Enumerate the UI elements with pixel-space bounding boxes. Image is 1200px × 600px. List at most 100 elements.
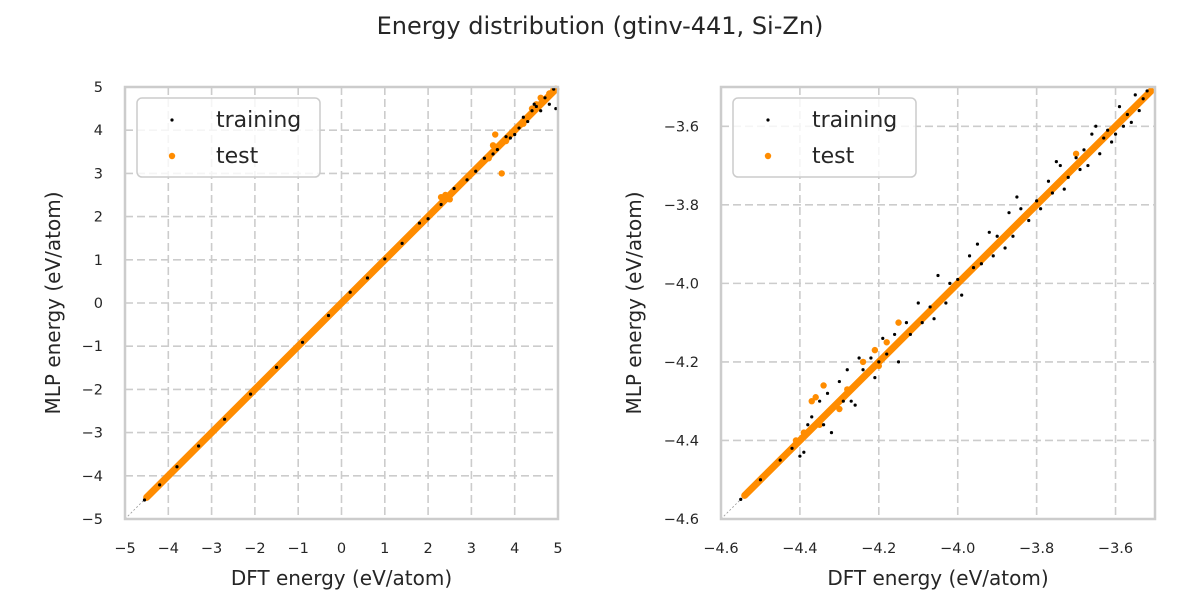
- test-point: [359, 278, 367, 285]
- training-point: [1011, 234, 1015, 238]
- axes-frame: [123, 85, 560, 521]
- y-tick-label: −4.4: [664, 433, 699, 449]
- test-point: [816, 421, 823, 428]
- training-point: [758, 478, 763, 482]
- x-tick-label: 0: [337, 541, 346, 557]
- training-point: [916, 301, 920, 305]
- y-tick-label: −1: [82, 339, 103, 355]
- training-point: [1035, 199, 1039, 203]
- training-point: [932, 317, 936, 321]
- training-point: [417, 221, 422, 225]
- y-tick-label: 4: [94, 123, 103, 139]
- x-tick-label: 3: [467, 541, 476, 557]
- test-point: [907, 327, 914, 334]
- training-point: [1133, 93, 1137, 97]
- training-point: [810, 415, 814, 419]
- y-tick-label: 1: [94, 253, 103, 269]
- training-point: [869, 356, 873, 360]
- training-points: [142, 87, 558, 502]
- test-point: [541, 96, 549, 104]
- training-point: [532, 102, 536, 106]
- test-point: [808, 397, 815, 405]
- x-tick-label: 5: [553, 541, 562, 557]
- test-point: [954, 280, 961, 287]
- test-point: [859, 358, 867, 366]
- training-point: [861, 368, 865, 372]
- training-point: [175, 465, 179, 469]
- training-point: [896, 360, 901, 364]
- training-point: [995, 234, 999, 238]
- x-tick-label: −4.2: [861, 541, 896, 557]
- y-tick-label: −4: [82, 469, 103, 485]
- x-tick-label: −3.8: [1019, 541, 1054, 557]
- training-point: [1082, 148, 1086, 152]
- test-point: [1041, 193, 1048, 201]
- test-point: [476, 161, 484, 168]
- training-point: [508, 136, 512, 140]
- test-point: [520, 120, 527, 127]
- x-tick-label: −1: [288, 541, 309, 557]
- training-point: [1145, 89, 1149, 93]
- x-tick-label: −3.6: [1098, 541, 1133, 557]
- training-point: [534, 104, 538, 109]
- training-point: [920, 321, 924, 325]
- training-point: [845, 368, 849, 372]
- y-axis-label: MLP energy (eV/atom): [622, 191, 646, 414]
- training-point: [1110, 140, 1114, 144]
- x-tick-label: −4.0: [940, 541, 975, 557]
- legend-label-training: training: [812, 108, 897, 133]
- training-point: [1015, 195, 1019, 199]
- test-point: [528, 105, 536, 112]
- test-point: [871, 346, 879, 354]
- test-point: [946, 288, 954, 295]
- training-point: [948, 281, 952, 285]
- y-tick-label: −5: [82, 512, 103, 528]
- subplot-zoomed-range: −4.6 −4.4 −4.2 −4.0 −3.8 −3.6 −4.6−4.4−4.2−4.…: [622, 85, 1157, 590]
- figure-title: Energy distribution (gtinv-441, Si-Zn): [377, 12, 824, 40]
- training-point: [1078, 167, 1082, 172]
- test-point: [546, 90, 553, 97]
- training-point: [530, 109, 534, 113]
- x-tick-label: −2: [244, 541, 265, 557]
- training-points: [739, 89, 1149, 501]
- training-point: [543, 96, 547, 100]
- test-point: [1049, 185, 1056, 193]
- test-point: [978, 256, 985, 263]
- training-point: [1106, 128, 1110, 132]
- test-point: [851, 382, 859, 389]
- training-point: [821, 423, 826, 427]
- y-tick-label: −2: [82, 382, 103, 398]
- legend-label-test: test: [812, 144, 855, 169]
- test-point: [836, 405, 843, 413]
- test-point: [1072, 150, 1080, 157]
- training-point: [1098, 152, 1102, 156]
- x-tick-label: 1: [380, 541, 389, 557]
- training-point: [806, 423, 810, 427]
- test-point: [492, 131, 499, 138]
- training-point: [857, 356, 861, 360]
- test-point: [883, 339, 890, 346]
- training-point: [158, 483, 162, 487]
- x-tick-label: −5: [114, 541, 135, 557]
- training-point: [1141, 97, 1145, 101]
- test-point: [915, 319, 922, 326]
- test-point: [1120, 115, 1127, 122]
- training-point: [1113, 132, 1118, 136]
- training-point: [491, 152, 495, 156]
- test-point: [1088, 146, 1096, 154]
- training-point: [1058, 163, 1062, 168]
- test-point: [489, 142, 497, 149]
- y-tick-label: −4.2: [664, 355, 699, 371]
- test-point: [511, 127, 518, 134]
- legend-marker-training: [170, 118, 174, 122]
- training-point: [495, 148, 499, 152]
- x-tick-label: −4: [158, 541, 179, 557]
- training-point: [1125, 112, 1129, 117]
- test-point: [844, 386, 851, 393]
- training-point: [1102, 136, 1106, 140]
- training-point: [326, 313, 331, 318]
- test-point: [1017, 217, 1025, 224]
- training-point: [348, 290, 352, 294]
- training-point: [452, 186, 456, 191]
